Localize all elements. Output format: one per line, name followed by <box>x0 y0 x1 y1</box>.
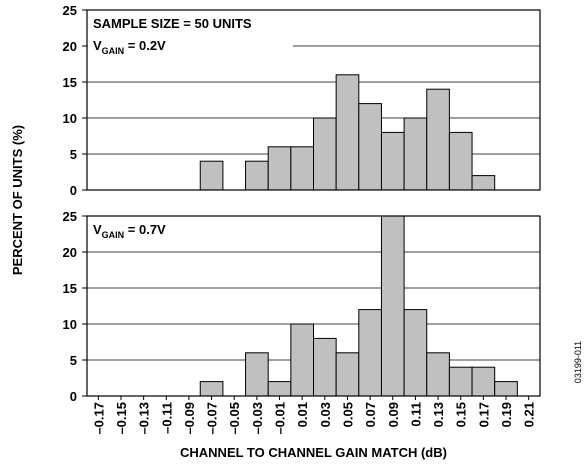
bar <box>494 381 518 397</box>
x-axis-label: CHANNEL TO CHANNEL GAIN MATCH (dB) <box>180 445 447 460</box>
bar <box>403 309 428 397</box>
annotation-symbol: V <box>93 222 102 237</box>
y-tick-label: 15 <box>63 75 77 90</box>
x-tick-label: –0.01 <box>273 402 288 435</box>
y-tick-label: 10 <box>63 111 77 126</box>
x-tick-label: 0.13 <box>431 402 446 427</box>
annotation: VGAIN = 0.2V <box>93 38 166 56</box>
bar <box>245 160 269 191</box>
y-tick-label: 0 <box>70 389 77 404</box>
bar <box>380 131 405 191</box>
bar <box>335 352 360 397</box>
bar <box>471 175 496 191</box>
plot-frame <box>86 9 541 191</box>
y-axis-label: PERCENT OF UNITS (%) <box>10 125 25 275</box>
x-tick-label: 0.19 <box>499 402 514 427</box>
y-tick-label: 5 <box>70 353 77 368</box>
bar <box>335 74 360 191</box>
figure-id: 03199-011 <box>573 341 583 383</box>
x-tick-label: –0.15 <box>114 402 129 435</box>
x-tick-label: 0.11 <box>408 402 423 427</box>
x-tick-label: –0.03 <box>250 402 265 435</box>
bar <box>471 366 496 397</box>
y-tick-label: 25 <box>63 209 77 224</box>
bar <box>380 215 405 397</box>
x-tick-label: –0.07 <box>205 402 220 435</box>
x-tick-label: –0.17 <box>91 402 106 435</box>
y-tick-label: 25 <box>63 3 77 18</box>
bar <box>290 146 315 191</box>
x-tick-label: 0.21 <box>522 402 537 427</box>
x-tick-label: –0.05 <box>227 402 242 435</box>
bar <box>267 381 292 397</box>
bar <box>448 131 473 191</box>
bar <box>358 309 382 397</box>
bar <box>245 352 269 397</box>
y-tick-label: 20 <box>63 245 77 260</box>
bar <box>313 337 337 397</box>
bar <box>358 103 382 191</box>
bar <box>426 88 450 191</box>
bar <box>313 117 337 191</box>
bar <box>199 381 224 397</box>
plot-frame <box>86 215 541 397</box>
bar <box>267 146 292 191</box>
x-tick-label: 0.01 <box>295 402 310 427</box>
annotation: SAMPLE SIZE = 50 UNITS <box>93 16 252 31</box>
annotation-rest: = 0.2V <box>124 38 166 53</box>
x-tick-label: –0.09 <box>182 402 197 435</box>
bar <box>290 323 315 397</box>
bar <box>448 366 473 397</box>
annotation-subscript: GAIN <box>102 46 125 56</box>
annotation-bg <box>88 11 293 63</box>
annotation-subscript: GAIN <box>102 230 125 240</box>
annotation: VGAIN = 0.7V <box>93 222 166 240</box>
annotation-rest: = 0.7V <box>124 222 166 237</box>
x-tick-label: –0.11 <box>159 402 174 434</box>
annotation-bg <box>88 217 293 249</box>
y-tick-label: 20 <box>63 39 77 54</box>
x-tick-label: 0.15 <box>454 402 469 427</box>
bar <box>426 352 450 397</box>
annotation-symbol: V <box>93 38 102 53</box>
x-tick-label: 0.17 <box>476 402 491 427</box>
bar <box>199 160 224 191</box>
bar <box>403 117 428 191</box>
y-tick-label: 5 <box>70 147 77 162</box>
x-tick-label: 0.05 <box>340 402 355 427</box>
y-tick-label: 10 <box>63 317 77 332</box>
x-tick-label: 0.03 <box>318 402 333 427</box>
y-tick-label: 15 <box>63 281 77 296</box>
x-tick-label: –0.13 <box>137 402 152 435</box>
y-tick-label: 0 <box>70 183 77 198</box>
x-tick-label: 0.07 <box>363 402 378 427</box>
x-tick-label: 0.09 <box>386 402 401 427</box>
